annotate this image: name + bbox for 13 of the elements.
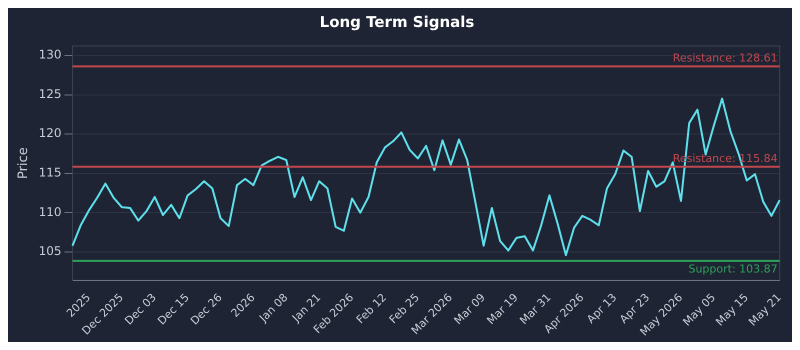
x-tick-label: Feb 12 [354,290,390,326]
y-tick-label: 110 [38,204,62,219]
chart-title: Long Term Signals [320,12,474,31]
y-tick-label: 130 [38,48,62,62]
x-tick-label: Apr 13 [584,290,620,326]
y-axis-title: Price [16,147,32,180]
y-tick-label: 115 [38,166,62,180]
y-tick-label: 125 [38,86,62,101]
y-tick-label: 105 [38,244,62,258]
ref-line-label: Resistance: 128.61 [672,52,778,65]
ref-line-label: Support: 103.87 [688,262,778,276]
x-tick-label: Jan 08 [256,290,290,326]
y-tick-label: 120 [38,126,62,140]
